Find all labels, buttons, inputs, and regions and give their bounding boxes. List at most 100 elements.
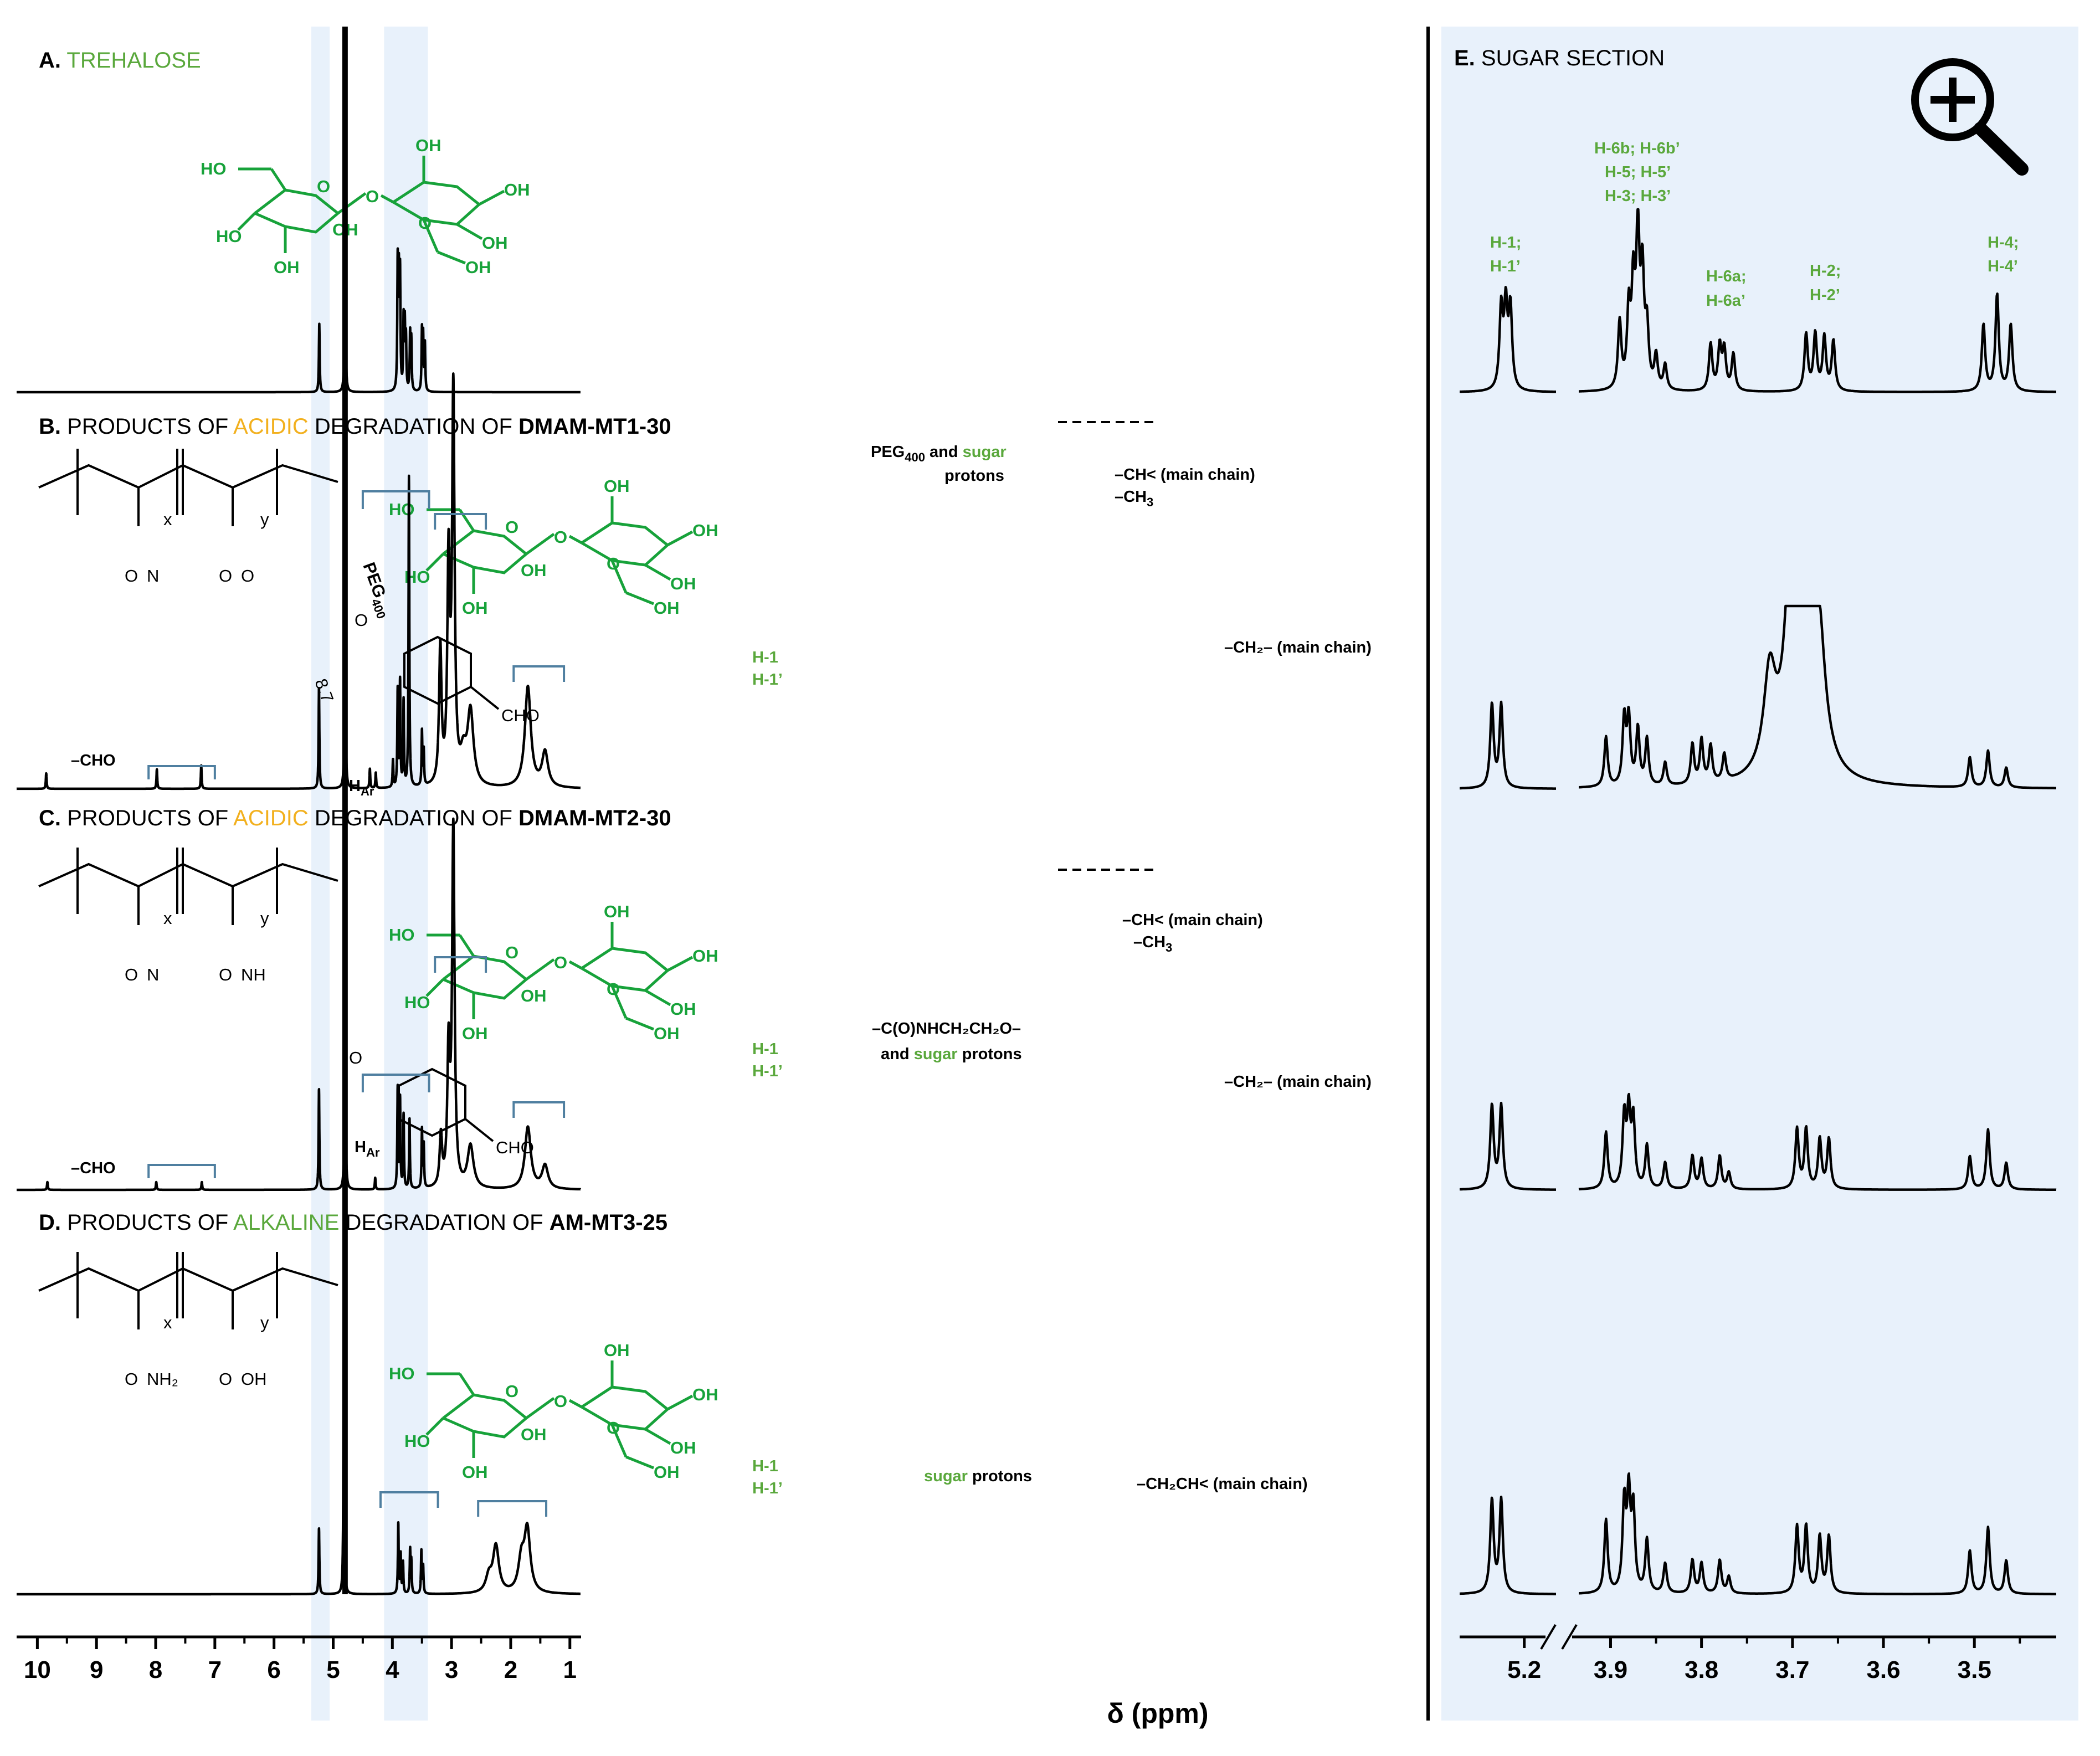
atom-label: O [125,566,138,586]
zoom-spectrum-trace [1459,1495,1557,1595]
c-h1-label: H-1 [752,1040,778,1058]
x-tick-label: 9 [90,1656,103,1683]
c-sugar-protons-label: and sugar protons [881,1045,1022,1063]
annotation-bracket [361,1074,430,1092]
annotation-bracket [147,1164,216,1178]
d-ch2ch-main-label: –CH₂CH< (main chain) [1137,1475,1308,1493]
atom-label: O [554,1392,567,1411]
annotation-bracket [434,513,487,530]
c-ch2-main-label: –CH₂– (main chain) [1224,1073,1372,1091]
e-h6b-label: H-6b; H-6b’ [1594,140,1680,157]
highlight-band-sugar [384,27,428,1721]
atom-label: OH [462,1462,488,1482]
ring-bond [470,686,500,710]
atom-label: O [219,566,232,586]
atom-label: OH [604,1341,630,1360]
atom-label: OH [465,258,491,277]
atom-label: OH [521,1425,547,1444]
c-cho-label: –CHO [71,1159,116,1177]
c-amide-label: –C(O)NHCH₂CH₂O– [872,1020,1021,1038]
zoom-x-tick-label: 5.2 [1507,1656,1541,1683]
atom-label: OH [670,999,696,1019]
spectrum-trace [15,1150,582,1596]
atom-label: OH [670,574,696,593]
zoom-spectrum-trace [1459,286,1557,393]
zoom-x-tick-label: 3.5 [1958,1656,1991,1683]
atom-label: O [317,177,330,196]
atom-label: O [607,1418,620,1437]
x-tick-label: 2 [504,1656,517,1683]
spectra-traces [15,27,2057,1596]
x-axes: 10 9 8 7 6 5 4 3 2 1 5.2 3.9 3.8 3.7 3.6 3.5 [17,1624,2056,1683]
atom-label: O [219,965,232,984]
atom-label: HO [404,1431,430,1451]
atom-label: NH₂ [147,1369,178,1389]
panel-c-title: C. PRODUCTS OF ACIDIC DEGRADATION OF DMA… [39,806,671,830]
atom-label: O [554,527,567,547]
atom-label: OH [274,258,300,277]
zoom-spectrum-trace [1578,208,2057,393]
b-h1p-label: H-1’ [752,671,783,689]
atom-label: HO [389,500,415,519]
polymer-backbone: x y O NH₂ O OH [38,1252,338,1389]
atom-label: x [163,908,172,928]
atom-label: OH [654,1462,680,1482]
atom-label: N [147,965,159,984]
atom-label: OH [654,598,680,618]
atom-label: NH [241,965,266,984]
annotation-brackets [147,490,566,1517]
c-h1p-label: H-1’ [752,1062,783,1080]
b-ch2-main-label: –CH₂– (main chain) [1224,639,1372,656]
zoom-x-tick-label: 3.9 [1594,1656,1627,1683]
e-h6a-label: H-6a; [1706,268,1747,285]
annotation-bracket [512,1101,566,1118]
c-ch-main-label: –CH< (main chain) [1122,911,1263,929]
annotation-bracket [477,1500,548,1517]
atom-label: CHO [496,1138,534,1157]
atom-label: O [219,1369,232,1389]
atom-label: OH [415,136,441,155]
zoom-spectrum-trace [1459,1101,1557,1191]
x-tick-label: 1 [563,1656,577,1683]
atom-label: y [260,1313,269,1332]
atom-label: OH [692,1385,718,1404]
atom-label: O [241,566,254,586]
atom-label: OH [462,598,488,618]
c-har-label: HAr [355,1138,380,1159]
atom-label: O [607,979,620,999]
panel-e-title: E. SUGAR SECTION [1454,46,1665,70]
panel-b-title: B. PRODUCTS OF ACIDIC DEGRADATION OF DMA… [39,414,671,439]
b-h1-label: H-1 [752,649,778,666]
e-h5-label: H-5; H-5’ [1605,163,1671,181]
atom-label: OH [604,476,630,496]
axis-break-mark [1561,1624,1578,1650]
zoom-x-tick-label: 3.7 [1775,1656,1809,1683]
panel-d-title: D. PRODUCTS OF ALKALINE DEGRADATION OF A… [39,1210,668,1235]
atom-label: OH [692,946,718,966]
b-protons-label: protons [944,467,1004,485]
e-h2p-label: H-2’ [1810,286,1840,304]
zoom-spectrum-trace [1459,700,1557,790]
atom-label: OH [521,561,547,580]
atom-label: O [554,953,567,972]
atom-label: OH [462,1024,488,1043]
atom-label: O [418,213,432,233]
atom-label: CHO [501,706,540,725]
e-h2-label: H-2; [1810,262,1841,280]
atom-label: HO [201,159,227,178]
axis-break-mark [1540,1624,1557,1650]
b-peg-label: PEG400 and sugar [871,443,1007,464]
annotation-bracket [361,490,430,509]
zoom-spectrum-trace [1578,1092,2057,1192]
annotation-bracket [147,765,216,779]
x-tick-label: 7 [208,1656,222,1683]
e-h1-label: H-1; [1490,234,1521,251]
panel-e-background [1441,27,2078,1721]
annotation-bracket [379,1491,439,1508]
trehalose-bonds [238,156,504,263]
panel-a-title: A. TREHALOSE [39,48,201,73]
